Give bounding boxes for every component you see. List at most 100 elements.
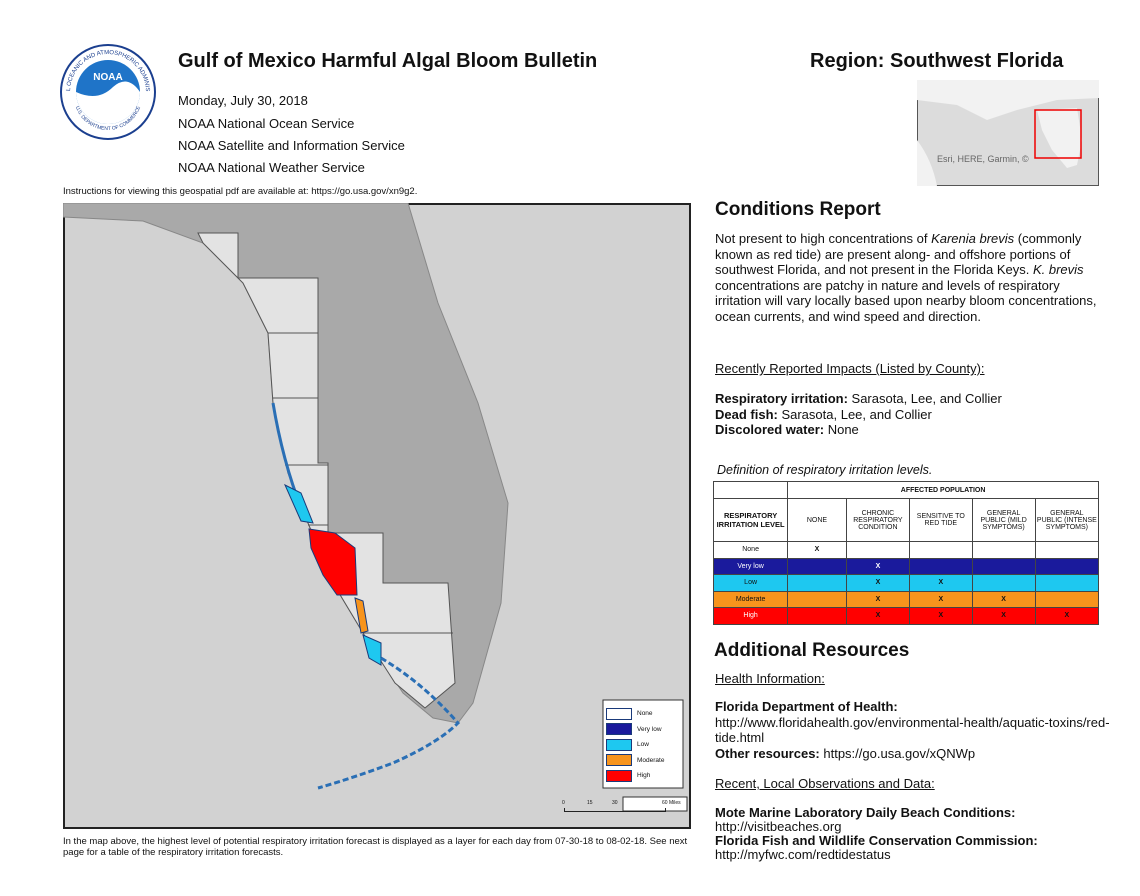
text-run: K. brevis [1032,262,1084,277]
map [63,203,691,829]
level-mark [787,557,847,575]
scale-bar: 0 15 30 60 Miles [562,800,688,814]
level-mark [1034,590,1100,608]
legend-item: Moderate [606,753,664,769]
level-mark: X [1034,607,1100,625]
definition-table: AFFECTED POPULATION RESPIRATORY IRRITATIO… [712,481,1100,625]
text-run: (commonly known as red tide) are present… [715,231,1082,277]
legend-item: None [606,706,664,722]
header-row: RESPIRATORY IRRITATION LEVEL NONE CHRONIC … [712,498,1100,542]
level-mark: X [845,557,911,575]
legend-label: Moderate [637,756,665,764]
column-header: RESPIRATORY IRRITATION LEVEL [712,498,789,542]
impact-text: None [824,422,859,437]
level-row: Low X X [712,574,1100,592]
level-mark: X [845,574,911,592]
impact-label: Discolored water: [715,422,825,437]
level-mark: X [909,590,973,608]
column-header: GENERAL PUBLIC (INTENSE SYMPTOMS) [1034,498,1100,542]
conditions-heading: Conditions Report [715,199,881,220]
recent-heading: Recent, Local Observations and Data: [715,776,935,791]
level-mark: X [909,574,973,592]
recent-info: Mote Marine Laboratory Daily Beach Condi… [715,806,1115,862]
level-mark [845,541,911,559]
level-mark: X [971,607,1036,625]
scale-label: 30 [612,800,618,806]
level-mark [909,541,973,559]
level-mark [787,590,847,608]
other-label: Other resources: [715,745,820,761]
level-mark [787,574,847,592]
conditions-text: Not present to high concentrations of Ka… [715,231,1107,324]
level-mark: X [909,607,973,625]
level-mark [1034,557,1100,575]
column-header: CHRONIC RESPIRATORY CONDITION [845,498,911,542]
column-header: SENSITIVE TO RED TIDE [909,498,973,542]
legend-label: None [637,710,653,718]
health-heading: Health Information: [715,671,825,686]
other-url[interactable]: https://go.usa.gov/xQNWp [819,745,976,761]
level-row: High X X X X [712,607,1100,625]
scale-label: 60 Miles [662,800,681,806]
level-cell: None [712,541,789,559]
legend-label: High [637,772,651,780]
scale-label: 0 [562,800,565,806]
scale-line [564,808,666,812]
impact: Respiratory irritation: Sarasota, Lee, a… [715,391,1115,407]
impact-text: Sarasota, Lee, and Collier [777,406,932,422]
level-cell: Very low [712,557,789,575]
level-mark [909,557,973,575]
level-mark [1034,574,1100,592]
legend-item: Low [606,737,664,753]
agency: NOAA National Ocean Service [178,116,355,131]
legend-swatch [606,754,632,767]
impact: Dead fish: Sarasota, Lee, and Collier [715,407,1115,423]
map-caption: In the map above, the highest level of p… [63,836,688,858]
header-row: AFFECTED POPULATION [712,481,1099,499]
impacts-heading: Recently Reported Impacts (Listed by Cou… [715,361,985,376]
level-mark [787,607,847,625]
agency: NOAA National Weather Service [178,160,365,175]
mote-url[interactable]: http://visitbeaches.org [715,819,842,834]
level-mark [971,574,1036,592]
doh-url[interactable]: http://www.floridahealth.gov/environment… [715,714,1110,746]
impact-text: Sarasota, Lee, and Collier [847,391,1002,406]
level-row: Moderate X X X [712,590,1100,608]
impact-label: Respiratory irritation: [715,391,848,406]
agency: NOAA Satellite and Information Service [178,138,405,153]
legend-item: High [606,768,664,784]
level-row: Very low X [712,557,1100,575]
legend-swatch [606,723,632,736]
fwc-label: Florida Fish and Wildlife Conservation C… [715,833,1038,848]
level-mark [1034,541,1100,559]
inset-attribution: Esri, HERE, Garmin, © [937,154,1029,164]
title: Gulf of Mexico Harmful Algal Bloom Bulle… [178,50,598,72]
level-cell: Moderate [712,590,789,608]
legend-swatch [606,769,632,782]
impacts: Respiratory irritation: Sarasota, Lee, a… [715,391,1115,438]
instructions: Instructions for viewing this geospatial… [63,186,418,197]
resources-heading: Additional Resources [714,640,910,661]
table: AFFECTED POPULATION RESPIRATORY IRRITATIO… [712,481,1100,625]
map-legend: None Very low Low Moderate High [606,706,664,784]
definition-caption: Definition of respiratory irritation lev… [717,463,933,477]
noaa-logo: NATIONAL OCEANIC AND ATMOSPHERIC ADMINIS… [58,42,156,140]
level-mark: X [845,607,911,625]
legend-swatch [606,707,632,720]
text-run: Karenia brevis [931,231,1015,246]
date: Monday, July 30, 2018 [178,93,308,108]
inset-map: Esri, HERE, Garmin, © [917,80,1099,186]
text-run: concentrations are patchy in nature and … [715,277,1097,324]
doh-label: Florida Department of Health: [715,699,898,714]
level-mark: X [971,590,1036,608]
group-header: AFFECTED POPULATION [787,481,1099,499]
impact-label: Dead fish: [715,406,778,422]
corner-cell [712,481,789,499]
legend-label: Low [637,741,649,749]
column-header: NONE [787,498,847,542]
level-cell: High [712,607,789,625]
fwc-url[interactable]: http://myfwc.com/redtidestatus [715,847,891,862]
legend-item: Very low [606,722,664,738]
health-info: Florida Department of Health: http://www… [715,699,1115,761]
